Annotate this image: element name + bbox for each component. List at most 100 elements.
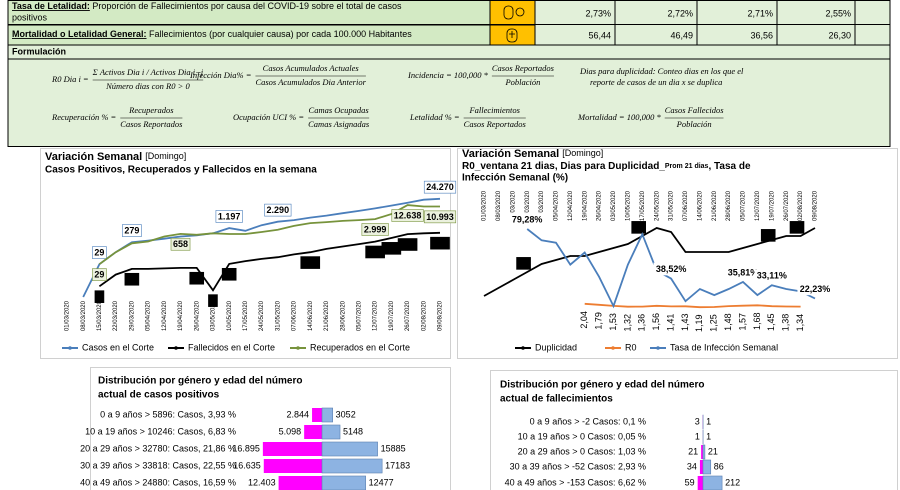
category-label: 30 a 39 años > 33818: Casos, 22,55 % <box>80 460 236 470</box>
series-line <box>98 231 441 292</box>
data-label-box <box>423 210 457 224</box>
x-tick-label: 08/03/2020 <box>496 190 502 221</box>
chart-frame <box>40 148 451 359</box>
formula-numerator: Camas Ocupadas <box>309 105 370 115</box>
data-label: 2.844 <box>287 409 310 419</box>
data-label: 1,25 <box>709 314 719 332</box>
data-label: 1.197 <box>218 211 241 221</box>
formula-denominator: Población <box>676 119 712 129</box>
data-label: 24.270 <box>426 182 454 192</box>
data-label-box <box>789 221 805 234</box>
data-label: 297 <box>368 247 383 257</box>
data-label-box <box>397 238 418 251</box>
legend-label: Fallecidos en el Corte <box>188 342 275 352</box>
data-label-box <box>631 221 647 234</box>
data-label: 641 <box>400 240 415 250</box>
bar <box>278 476 322 490</box>
x-tick-label: 12/07/2020 <box>373 300 379 331</box>
legend-label: Recuperados en el Corte <box>310 342 410 352</box>
data-label: 3052 <box>336 409 356 419</box>
formula-denominator: Población <box>504 77 540 87</box>
bar <box>697 476 703 490</box>
bar <box>699 460 703 474</box>
data-label: 1,48 <box>723 313 733 331</box>
series-line <box>82 197 441 298</box>
x-tick-label: 14/06/2020 <box>308 300 314 331</box>
data-label-box <box>760 229 776 242</box>
formula-numerator: Σ Activos Dia i / Activos Dia i−j <box>92 67 204 77</box>
formula-lhs: Mortalidad = 100,000 * <box>577 112 661 122</box>
data-label: 279 <box>124 226 139 236</box>
category-label: 0 a 9 años > 5896: Casos, 3,93 % <box>100 409 236 419</box>
data-label: 21 <box>688 446 698 456</box>
bar <box>304 425 322 439</box>
category-label: 0 a 9 años > -2 Casos: 0,1 % <box>530 416 646 426</box>
chart-frame <box>457 148 898 359</box>
data-label: 1,57 <box>737 313 747 331</box>
data-label: 29 <box>94 248 104 258</box>
icon <box>506 28 518 43</box>
data-label: 21 <box>792 222 802 232</box>
data-label-box <box>122 224 142 237</box>
bar <box>702 444 706 460</box>
series-line <box>584 302 801 309</box>
data-label: 2.290 <box>267 205 290 215</box>
bar <box>263 459 322 473</box>
icons <box>503 5 525 43</box>
data-label: 12 <box>519 258 529 268</box>
data-label: 12.638 <box>394 210 422 220</box>
category-label: 20 a 29 años > 32780: Casos, 21,86 % <box>80 443 236 453</box>
x-tick-label: 22/03/2020 <box>113 300 119 331</box>
data-label: 38,52% <box>656 264 687 274</box>
data-label: 35,81% <box>728 267 759 277</box>
icon-cell <box>489 0 536 25</box>
data-label-box <box>754 269 790 282</box>
data-label: 59 <box>685 477 695 487</box>
row-bg <box>7 0 491 25</box>
indicator-label: Tasa de Letalidad: <box>12 1 90 11</box>
data-label-box <box>423 180 457 194</box>
data-label: 1,32 <box>622 314 632 332</box>
indicator-value: 56,44 <box>588 30 611 40</box>
data-label: 735 <box>432 238 447 248</box>
x-tick-label: 19/07/2020 <box>769 190 775 221</box>
data-label: 12477 <box>369 477 394 487</box>
data-label: 432 <box>384 243 399 253</box>
indicator-label: Mortalidad o Letalidad General: <box>12 29 147 39</box>
data-label-box <box>208 294 218 307</box>
series-line <box>483 227 816 297</box>
x-tick-label: 09/08/2020 <box>438 300 444 331</box>
legend-swatch <box>611 346 615 350</box>
data-label: 2.999 <box>364 224 387 234</box>
x-tick-label: 02/08/2020 <box>421 300 427 331</box>
data-label: 212 <box>725 477 740 487</box>
data-label-box <box>391 209 424 222</box>
x-tick-label: 02/08/2020 <box>798 190 804 221</box>
data-label: 100 <box>303 258 318 268</box>
x-tick-label: 31/05/2020 <box>275 300 281 331</box>
formula-denominator: Camas Asignadas <box>308 119 370 129</box>
data-label: 2,04 <box>579 311 589 329</box>
data-label-box <box>124 272 140 286</box>
data-label-box <box>516 257 531 270</box>
data-label: 1,34 <box>795 314 805 332</box>
data-label: 1 <box>706 431 711 441</box>
chart-frame <box>90 367 451 490</box>
legend-label: Casos en el Corte <box>82 342 154 352</box>
data-label-box <box>215 210 243 223</box>
bar <box>321 441 378 457</box>
data-label: 1,43 <box>680 314 690 332</box>
formulas-title: Formulación <box>12 46 66 56</box>
indicator-value: 36,56 <box>750 30 773 40</box>
indicator-value: 2,73% <box>585 8 611 18</box>
x-tick-label: 15/03/2020 <box>510 190 516 221</box>
data-label: 29 <box>94 270 104 280</box>
legend-label: Tasa de Infección Semanal <box>670 342 778 352</box>
formula-denominator: Casos Acumulados Dia Anterior <box>255 77 366 87</box>
data-label: 16.895 <box>232 443 260 453</box>
indicator-value: 2,55% <box>825 8 851 18</box>
data-label: 1 <box>706 416 711 426</box>
x-tick-label: 10/05/2020 <box>227 300 233 331</box>
data-label: 86 <box>714 461 724 471</box>
